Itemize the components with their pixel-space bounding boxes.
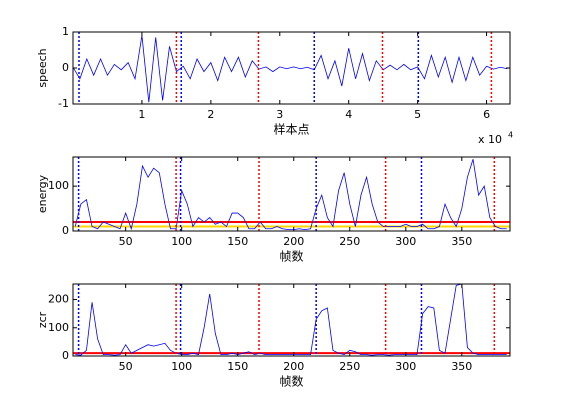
x-tick-label: 300: [395, 360, 416, 373]
y-tick-label: 0: [62, 349, 69, 362]
x-tick-label: 250: [339, 235, 360, 248]
x-axis-label: 样本点: [273, 122, 309, 137]
y-tick-label: 1: [62, 25, 69, 38]
data-line: [73, 35, 508, 103]
x-tick-label: 2: [207, 108, 214, 121]
plot-area: [73, 284, 510, 356]
plot-area: [73, 157, 510, 231]
x-exponent: 4: [508, 131, 513, 140]
y-axis-label: zcr: [36, 311, 49, 328]
y-tick-label: 200: [48, 293, 69, 306]
y-tick-label: -1: [58, 97, 69, 110]
x-tick-label: 150: [227, 235, 248, 248]
y-tick-label: 100: [48, 179, 69, 192]
x-tick-label: 4: [345, 108, 352, 121]
data-line: [74, 159, 507, 231]
x-tick-label: 350: [451, 235, 472, 248]
axes-box: [72, 283, 511, 357]
x-tick-label: 1: [138, 108, 145, 121]
x-tick-label: 100: [171, 235, 192, 248]
x-exponent-base: x 10: [478, 133, 502, 146]
plot-area: [73, 32, 508, 104]
x-tick-label: 100: [171, 360, 192, 373]
x-axis-label: 帧数: [279, 374, 303, 389]
x-axis-label: 帧数: [279, 249, 303, 264]
x-tick-label: 300: [395, 235, 416, 248]
x-tick-label: 50: [119, 235, 133, 248]
x-tick-label: 250: [339, 360, 360, 373]
y-axis-label: energy: [36, 174, 49, 213]
y-tick-label: 0: [62, 61, 69, 74]
x-tick-label: 350: [451, 360, 472, 373]
x-tick-label: 200: [283, 360, 304, 373]
x-tick-label: 200: [283, 235, 304, 248]
data-line: [75, 284, 507, 356]
x-tick-label: 3: [276, 108, 283, 121]
x-tick-label: 50: [119, 360, 133, 373]
y-tick-label: 0: [62, 224, 69, 237]
x-tick-label: 150: [227, 360, 248, 373]
axes-box: [72, 156, 511, 232]
y-axis-label: speech: [36, 48, 49, 87]
y-tick-label: 100: [48, 321, 69, 334]
x-tick-label: 6: [483, 108, 490, 121]
x-tick-label: 5: [414, 108, 421, 121]
